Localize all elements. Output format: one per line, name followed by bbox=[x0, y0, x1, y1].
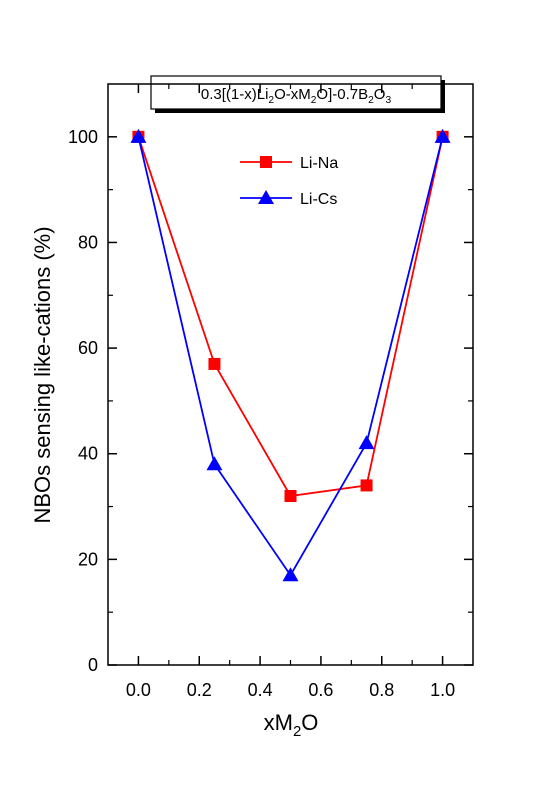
x-axis-title: xM2O bbox=[264, 710, 319, 740]
data-point-li-na bbox=[284, 489, 297, 502]
data-point-li-cs bbox=[358, 435, 375, 450]
x-tick-label: 0.4 bbox=[248, 680, 273, 700]
subscript-text: 2 bbox=[268, 95, 274, 106]
y-tick-label: 100 bbox=[68, 127, 98, 147]
text-segment: 0.3[(1-x)Li bbox=[201, 86, 269, 103]
text-segment: O bbox=[374, 86, 386, 103]
y-tick-label: 40 bbox=[78, 444, 98, 464]
series-layer bbox=[130, 128, 451, 582]
data-point-li-cs bbox=[206, 456, 223, 471]
subscript-text: 3 bbox=[385, 95, 391, 106]
text-segment: O-xM bbox=[274, 86, 311, 103]
subscript-text: 2 bbox=[311, 95, 317, 106]
text-segment: O]-0.7B bbox=[316, 86, 368, 103]
y-tick-label: 60 bbox=[78, 338, 98, 358]
y-tick-label: 80 bbox=[78, 232, 98, 252]
legend-label: Li-Na bbox=[300, 155, 338, 172]
legend: Li-Na Li-Cs bbox=[240, 155, 338, 208]
series-li-cs bbox=[130, 128, 451, 582]
x-tick-label: 0.2 bbox=[187, 680, 212, 700]
legend-label: Li-Cs bbox=[300, 191, 337, 208]
data-point-li-cs bbox=[282, 567, 299, 582]
legend-item-li-na: Li-Na bbox=[240, 155, 338, 172]
y-tick-label: 0 bbox=[88, 655, 98, 675]
x-tick-label: 0.8 bbox=[369, 680, 394, 700]
subscript-text: 2 bbox=[293, 723, 301, 740]
series-line-li-cs bbox=[137, 136, 444, 577]
legend-marker bbox=[260, 156, 272, 168]
legend-item-li-cs: Li-Cs bbox=[240, 190, 337, 208]
series-line-li-na bbox=[137, 136, 444, 497]
chart-title: 0.3[(1-x)Li2O-xM2O]-0.7B2O3 bbox=[201, 86, 392, 106]
y-axis-title: NBOs sensing like-cations (%) bbox=[30, 226, 55, 523]
x-tick-label: 1.0 bbox=[430, 680, 455, 700]
x-tick-label: 0.6 bbox=[308, 680, 333, 700]
text-segment: xM bbox=[264, 710, 293, 735]
data-point-li-na bbox=[360, 479, 373, 492]
data-point-li-cs bbox=[130, 128, 147, 143]
text-segment: O bbox=[301, 710, 318, 735]
axes: 0.0 0.2 0.4 0.6 0.8 1.0 0 20 40 60 80 100 bbox=[68, 84, 473, 700]
x-tick-label: 0.0 bbox=[126, 680, 151, 700]
data-point-li-cs bbox=[434, 128, 451, 143]
legend-marker bbox=[258, 190, 274, 204]
subscript-text: 2 bbox=[368, 95, 374, 106]
y-tick-label: 20 bbox=[78, 549, 98, 569]
data-point-li-na bbox=[208, 357, 221, 370]
chart-title-box: 0.3[(1-x)Li2O-xM2O]-0.7B2O3 bbox=[150, 75, 445, 113]
